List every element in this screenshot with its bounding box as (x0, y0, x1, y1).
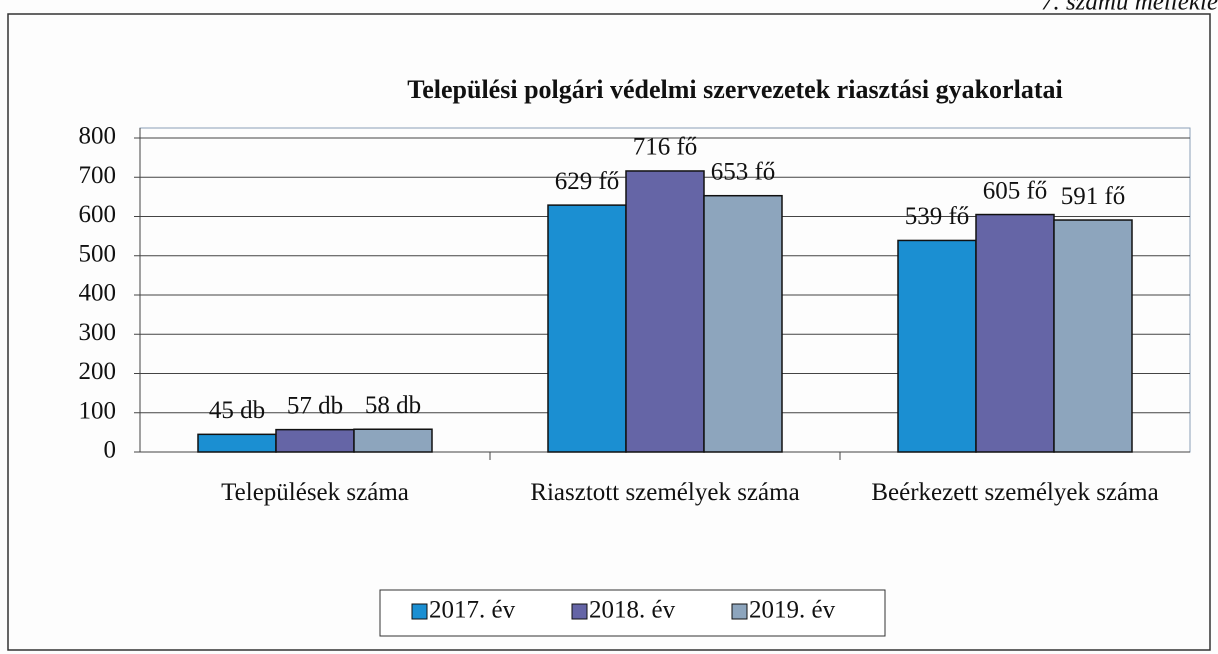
bar (353, 428, 433, 453)
header: 7. számú mellékle (1041, 0, 1218, 16)
bar (275, 428, 355, 453)
data-label: 539 fő (905, 203, 970, 230)
chart-title: Települési polgári védelmi szervezetek r… (407, 75, 1062, 104)
y-tick-label: 700 (79, 162, 117, 189)
bar (547, 204, 627, 453)
legend-label: 2017. év (429, 597, 516, 624)
y-tick-label: 600 (79, 201, 117, 228)
legend-box (379, 589, 886, 637)
y-tick-label: 100 (79, 397, 117, 424)
data-label: 716 fő (633, 134, 698, 161)
bar (975, 213, 1055, 453)
bar (703, 194, 783, 453)
legend-swatch (571, 603, 588, 620)
y-tick-label: 400 (79, 280, 117, 307)
y-tick-label: 300 (79, 319, 117, 346)
y-tick-label: 500 (79, 240, 117, 267)
legend-label: 2019. év (749, 597, 836, 624)
x-tick-label: Települések száma (221, 479, 409, 506)
chart-frame (7, 13, 1211, 651)
data-label: 629 fő (555, 168, 620, 195)
y-tick-label: 200 (79, 358, 117, 385)
legend-label: 2018. év (589, 597, 676, 624)
bar (1053, 219, 1133, 453)
bar (625, 170, 705, 453)
y-tick-label: 0 (104, 437, 117, 464)
x-tick-label: Beérkezett személyek száma (871, 479, 1159, 506)
data-label: 58 db (365, 392, 421, 419)
data-label: 653 fő (711, 158, 776, 185)
data-label: 45 db (209, 397, 265, 424)
data-label: 57 db (287, 392, 343, 419)
bar (197, 433, 277, 453)
bar (897, 239, 977, 453)
x-tick-label: Riasztott személyek száma (530, 479, 800, 506)
legend-swatch (731, 603, 748, 620)
y-tick-label: 800 (79, 123, 117, 150)
legend-swatch (411, 603, 428, 620)
data-label: 591 fő (1061, 183, 1126, 210)
data-label: 605 fő (983, 177, 1048, 204)
